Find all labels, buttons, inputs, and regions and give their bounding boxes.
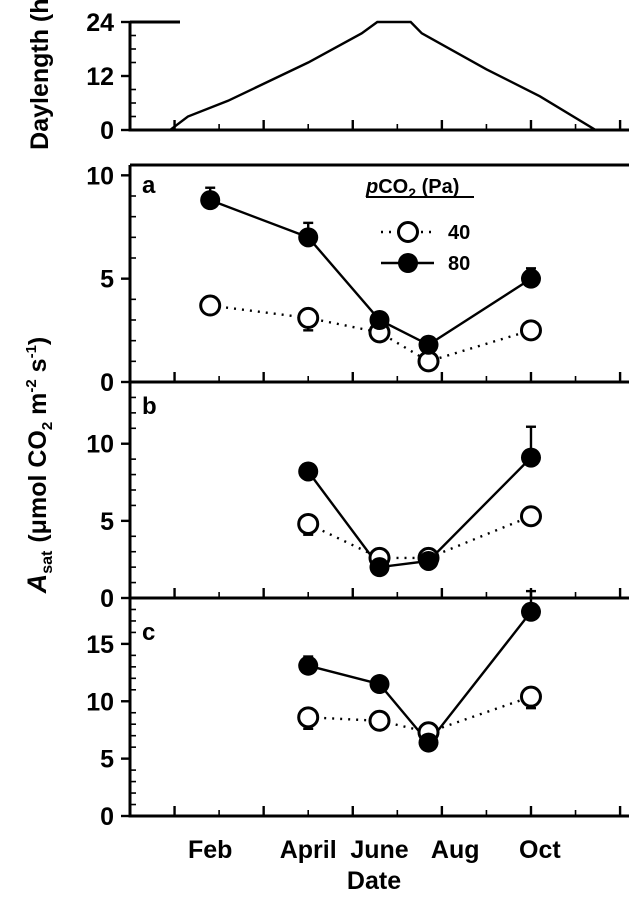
c-ytick-label: 0	[100, 803, 114, 831]
a-ytick-label: 10	[86, 162, 114, 190]
x-tick-label: June	[350, 836, 408, 864]
c-ytick-label: 15	[86, 631, 114, 659]
a-ytick-label: 0	[100, 369, 114, 397]
panel-a-letter: a	[142, 172, 156, 199]
legend-label-80: 80	[448, 253, 470, 275]
legend-marker-40	[397, 221, 419, 243]
series-40-b-point	[297, 512, 320, 535]
series-80-b-point	[418, 550, 439, 571]
series-40-a-point	[519, 319, 542, 342]
x-tick-label: Feb	[188, 836, 232, 864]
legend-marker-80	[398, 253, 418, 273]
series-80-c-line	[307, 611, 532, 745]
c-ytick-label: 5	[100, 746, 114, 774]
series-40-a-point	[199, 294, 222, 317]
daylength-line	[156, 20, 597, 132]
legend: pCO2 (Pa) 40 80	[365, 176, 474, 275]
daylength-ytick-label: 0	[100, 117, 114, 145]
series-80-b-point	[369, 557, 390, 578]
series-80-c-point	[369, 674, 390, 695]
panel-c-letter: c	[142, 619, 155, 646]
data-layer	[156, 20, 597, 753]
x-tick-label: Oct	[519, 836, 561, 864]
x-tick-label: April	[280, 836, 337, 864]
b-ytick-label: 0	[100, 585, 114, 613]
asat-axis-title: Asat(μmol CO2 m-2 s-1)	[22, 337, 56, 595]
daylength-ytick-label: 24	[86, 9, 114, 37]
b-ytick-label: 5	[100, 508, 114, 536]
series-80-b-point	[520, 447, 541, 468]
daylength-axis-title: Daylength (h)	[26, 0, 54, 150]
series-80-c-point	[520, 601, 541, 622]
series-40-c-point	[368, 709, 391, 732]
series-40-c-point	[519, 685, 542, 708]
series-40-a-line	[210, 304, 532, 363]
series-40-c-line	[308, 695, 532, 734]
series-80-a-point	[200, 190, 221, 211]
series-80-a-point	[520, 268, 541, 289]
legend-label-40: 40	[448, 222, 470, 244]
series-80-b-line	[307, 456, 532, 569]
a-ytick-label: 5	[100, 266, 114, 294]
series-40-a-point	[297, 306, 320, 329]
panel-b-letter: b	[142, 393, 157, 420]
series-80-a-point	[298, 227, 319, 248]
x-axis-title: Date	[347, 867, 401, 895]
x-tick-label: Aug	[431, 836, 480, 864]
c-ytick-label: 10	[86, 688, 114, 716]
b-ytick-label: 10	[86, 431, 114, 459]
series-40-b-point	[519, 505, 542, 528]
series-40-c-point	[297, 706, 320, 729]
axes-layer: 0 12 24 0 5 10 0 5 10 0 5 10 15 Feb April June Aug Oct	[86, 9, 629, 864]
series-80-a-point	[418, 334, 439, 355]
series-80-b-point	[298, 461, 319, 482]
legend-title: pCO2 (Pa)	[365, 176, 459, 201]
daylength-ytick-label: 12	[86, 63, 114, 91]
series-80-c-point	[298, 655, 319, 676]
series-80-a-point	[369, 310, 390, 330]
series-80-c-point	[418, 732, 439, 753]
